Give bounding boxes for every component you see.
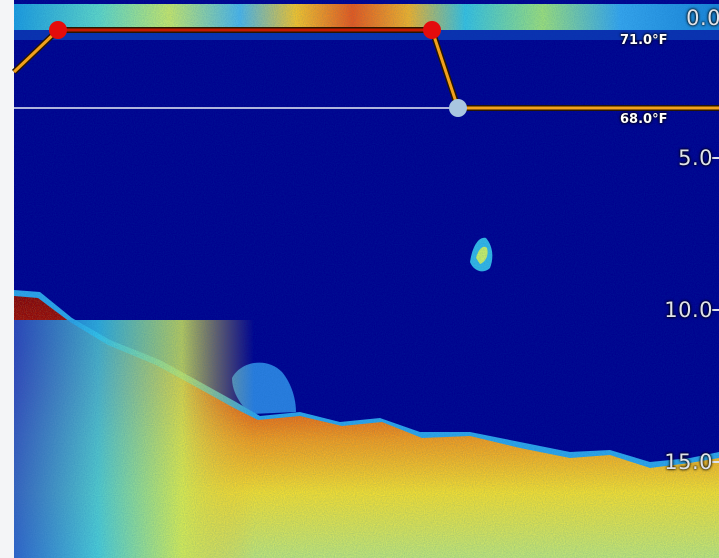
depth-scale-label: 5.0 xyxy=(678,146,713,170)
depth-scale-label: 0.0 xyxy=(686,6,719,30)
depth-scale-label: 10.0 xyxy=(664,298,713,322)
temp-label-upper: 71.0°F xyxy=(620,33,668,48)
left-edge-margin xyxy=(0,38,14,558)
temp-marker-handle[interactable] xyxy=(423,21,441,39)
temp-label-lower: 68.0°F xyxy=(620,112,668,127)
depth-scale-label: 15.0 xyxy=(664,450,713,474)
sonar-noise xyxy=(14,0,719,558)
temp-marker-handle-active[interactable] xyxy=(449,99,467,117)
temp-marker-handle[interactable] xyxy=(49,21,67,39)
